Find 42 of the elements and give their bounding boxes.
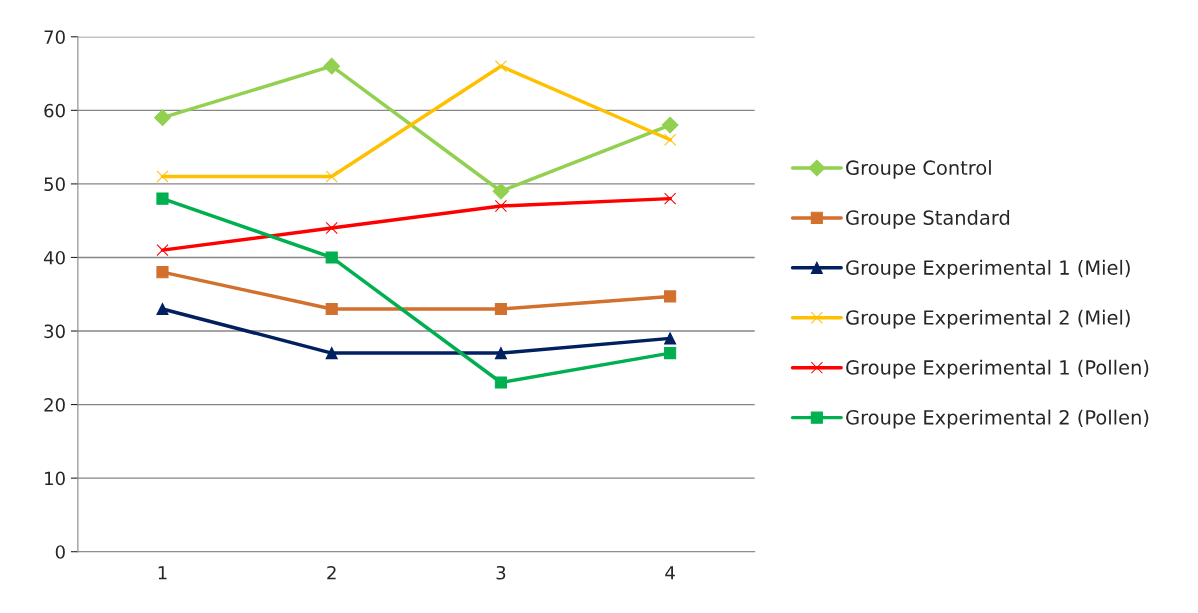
point — [661, 116, 679, 134]
x-tick-label: 1 — [158, 566, 167, 580]
legend-label: Groupe Control — [846, 160, 991, 179]
point — [323, 57, 341, 75]
point — [494, 199, 507, 213]
legend-label: Groupe Experimental 2 (Pollen) — [846, 409, 1149, 429]
point — [494, 376, 507, 389]
point — [494, 60, 507, 73]
point — [325, 170, 338, 183]
y-tick-label: 60 — [44, 103, 65, 118]
y-tick-label: 30 — [44, 324, 65, 339]
y-tick-label: 0 — [55, 545, 65, 559]
point — [492, 182, 510, 200]
point — [156, 244, 169, 257]
point — [156, 266, 169, 279]
y-tick-label: 20 — [44, 398, 65, 412]
y-tick-label: 10 — [45, 471, 65, 486]
point — [664, 290, 677, 303]
point — [325, 221, 338, 235]
legend-label: Groupe Standard — [846, 209, 1010, 229]
legend-label: Groupe Experimental 1 (Miel) — [846, 259, 1130, 279]
point — [664, 332, 677, 345]
y-tick-label: 50 — [44, 177, 65, 192]
point — [325, 251, 338, 264]
point — [664, 347, 677, 360]
point — [325, 347, 338, 360]
x-tick-label: 2 — [327, 565, 336, 580]
point — [664, 192, 677, 205]
legend-label: Groupe Experimental 2 (Miel) — [846, 309, 1130, 329]
point — [494, 302, 507, 316]
point — [325, 302, 338, 316]
point — [156, 170, 169, 183]
point — [156, 302, 169, 316]
y-tick-label: 70 — [44, 30, 65, 44]
legend-label: Groupe Experimental 1 (Pollen) — [846, 359, 1149, 379]
point — [664, 133, 677, 146]
point — [156, 192, 169, 205]
x-tick-label: 3 — [496, 565, 506, 580]
point — [154, 109, 171, 127]
point — [494, 347, 507, 360]
y-tick-label: 40 — [43, 250, 65, 265]
x-tick-label: 4 — [665, 566, 675, 580]
